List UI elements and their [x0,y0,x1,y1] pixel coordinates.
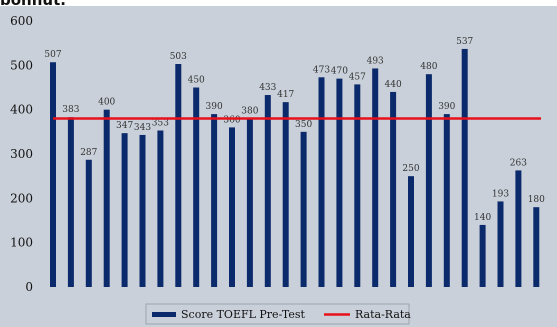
bar [246,118,253,288]
data-label: 507 [44,50,61,60]
bar [121,133,128,287]
data-label: 140 [474,213,491,223]
data-label: 537 [456,37,473,47]
data-label: 400 [98,98,115,108]
data-label: 470 [331,67,348,77]
bar [264,95,271,287]
data-label: 287 [80,148,97,158]
data-label: 440 [385,80,402,90]
bar [103,109,110,288]
bar [50,62,56,288]
legend-bar-swatch [152,312,176,317]
data-label: 347 [116,121,133,131]
data-label: 390 [438,102,455,112]
data-label: 390 [206,102,223,112]
data-label: 193 [492,189,509,199]
y-tick-label: 500 [10,58,33,72]
y-tick-label: 300 [10,147,33,161]
bar [318,77,325,287]
y-tick-label: 400 [10,103,33,117]
bar [67,117,74,287]
data-label: 360 [223,115,240,125]
data-label: 417 [277,90,294,100]
data-label: 263 [510,158,527,168]
bar [443,114,450,287]
bar [85,159,92,287]
bar [479,224,486,287]
bar [157,130,164,287]
y-tick-label: 100 [10,236,33,250]
legend-box [145,303,410,325]
bar [139,134,146,287]
bar [408,176,414,287]
data-label: 180 [528,195,545,205]
data-label: 250 [402,164,419,174]
bar [175,64,182,288]
data-label: 457 [349,72,366,82]
data-label: 343 [134,123,151,133]
bar [425,74,432,287]
legend: Score TOEFL Pre-Test Rata-Rata [145,303,411,325]
bar [390,91,397,287]
y-tick-label: 600 [10,14,33,28]
data-label: 450 [188,76,205,86]
bar [229,127,235,288]
bar [354,84,361,287]
y-tick-label: 0 [25,280,33,294]
legend-label-average: Rata-Rata [355,308,411,321]
data-label: 353 [152,119,169,129]
bar [300,131,307,287]
legend-label-bars: Score TOEFL Pre-Test [181,308,306,321]
bar [193,87,200,287]
bar [211,114,218,287]
bar-series [50,48,540,288]
bar [336,78,343,287]
cut-off-caption: bonnut. [0,0,66,9]
y-tick-label: 200 [10,191,33,205]
data-label: 503 [170,52,187,62]
bar [515,170,522,287]
bar [372,68,379,287]
data-label: 380 [241,107,258,117]
bar [282,102,289,287]
y-axis: 0 100 200 300 400 500 600 [10,14,33,294]
bar [497,201,504,287]
data-label: 473 [313,65,330,75]
data-label: 493 [367,56,384,66]
bar [533,207,540,287]
data-label: 480 [420,62,437,72]
data-label: 350 [295,120,312,130]
data-label: 383 [62,105,79,115]
bar [461,48,468,288]
data-label: 433 [259,83,276,93]
